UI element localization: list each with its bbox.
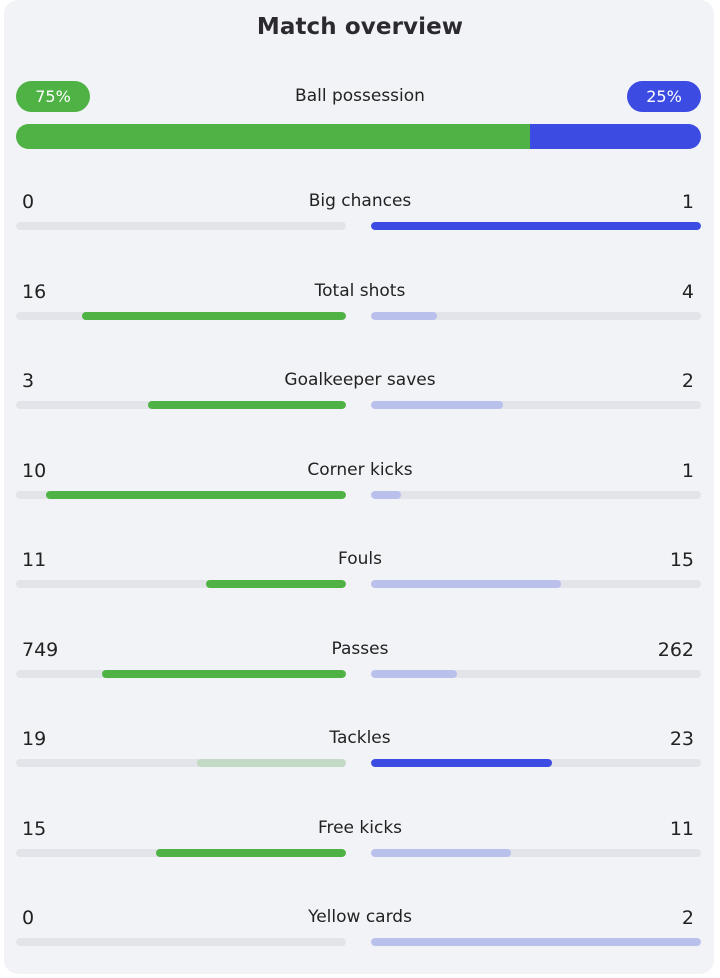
away-stat-fill	[371, 401, 503, 409]
home-stat-fill	[101, 669, 346, 678]
away-stat-fill	[371, 759, 552, 767]
away-stat-track	[371, 669, 701, 678]
stat-row: 749 Passes 262	[0, 639, 720, 699]
away-stat-value: 2	[681, 907, 694, 929]
stat-row: 3 Goalkeeper saves 2	[0, 370, 720, 430]
away-stat-fill	[371, 222, 701, 230]
card-title: Match overview	[256, 14, 464, 40]
away-stat-track	[371, 938, 701, 946]
home-stat-track	[16, 222, 346, 230]
stat-row: 15 Free kicks 11	[0, 818, 720, 878]
possession-label: Ball possession	[295, 86, 425, 106]
home-stat-fill	[206, 580, 346, 588]
away-stat-track	[371, 222, 701, 230]
stat-label: Fouls	[338, 549, 382, 569]
stat-row: 11 Fouls 15	[0, 549, 720, 609]
stat-row: 19 Tackles 23	[0, 728, 720, 788]
away-stat-fill	[371, 490, 401, 499]
stat-label: Free kicks	[317, 817, 403, 838]
stat-label: Corner kicks	[307, 459, 413, 480]
stat-row: 16 Total shots 4	[0, 281, 720, 341]
home-possession-fill	[16, 124, 530, 149]
home-stat-value: 16	[22, 280, 47, 303]
home-stat-track	[16, 938, 346, 946]
home-stat-track	[16, 669, 346, 678]
away-stat-track	[371, 311, 701, 320]
away-stat-fill	[371, 848, 511, 857]
away-possession-badge: 25%	[627, 81, 701, 112]
away-stat-value: 262	[657, 638, 694, 661]
possession-bar	[16, 124, 701, 149]
home-stat-track	[16, 848, 346, 857]
home-stat-value: 0	[22, 907, 35, 929]
home-stat-fill	[155, 848, 346, 857]
home-stat-track	[16, 311, 346, 320]
away-stat-value: 1	[681, 459, 694, 482]
home-stat-value: 749	[22, 638, 59, 661]
home-stat-value: 0	[22, 191, 35, 213]
home-stat-track	[16, 401, 346, 409]
home-stat-value: 11	[22, 549, 47, 571]
away-stat-track	[371, 848, 701, 857]
stat-label: Passes	[331, 638, 389, 659]
home-stat-fill	[46, 490, 346, 499]
away-stat-track	[371, 580, 701, 588]
home-possession-badge: 75%	[16, 81, 90, 112]
stat-label: Tackles	[329, 728, 391, 748]
away-stat-track	[371, 759, 701, 767]
away-stat-fill	[371, 311, 437, 320]
stat-row: 0 Big chances 1	[0, 191, 720, 251]
home-stat-value: 19	[22, 728, 47, 750]
away-stat-track	[371, 401, 701, 409]
home-stat-track	[16, 759, 346, 767]
home-stat-value: 15	[22, 817, 47, 840]
home-stat-track	[16, 580, 346, 588]
home-stat-value: 10	[22, 459, 47, 482]
home-stat-fill	[196, 759, 346, 767]
home-stat-fill	[82, 311, 346, 320]
away-stat-value: 11	[669, 817, 694, 840]
home-stat-value: 3	[22, 370, 35, 392]
home-stat-track	[16, 490, 346, 499]
away-possession-fill	[529, 124, 701, 149]
away-stat-fill	[371, 938, 701, 946]
away-stat-value: 15	[669, 549, 694, 571]
away-stat-track	[371, 490, 701, 499]
stat-row: 0 Yellow cards 2	[0, 907, 720, 967]
away-stat-value: 2	[681, 370, 694, 392]
away-stat-fill	[371, 669, 457, 678]
stat-label: Total shots	[314, 280, 406, 301]
away-stat-value: 23	[669, 728, 694, 750]
away-stat-fill	[371, 580, 562, 588]
match-overview-card	[4, 0, 714, 974]
stat-label: Goalkeeper saves	[284, 370, 436, 390]
stat-label: Big chances	[308, 191, 412, 211]
away-stat-value: 1	[681, 191, 694, 213]
stat-label: Yellow cards	[308, 907, 412, 927]
away-stat-value: 4	[681, 280, 694, 303]
home-stat-fill	[148, 401, 346, 409]
stat-row: 10 Corner kicks 1	[0, 460, 720, 520]
